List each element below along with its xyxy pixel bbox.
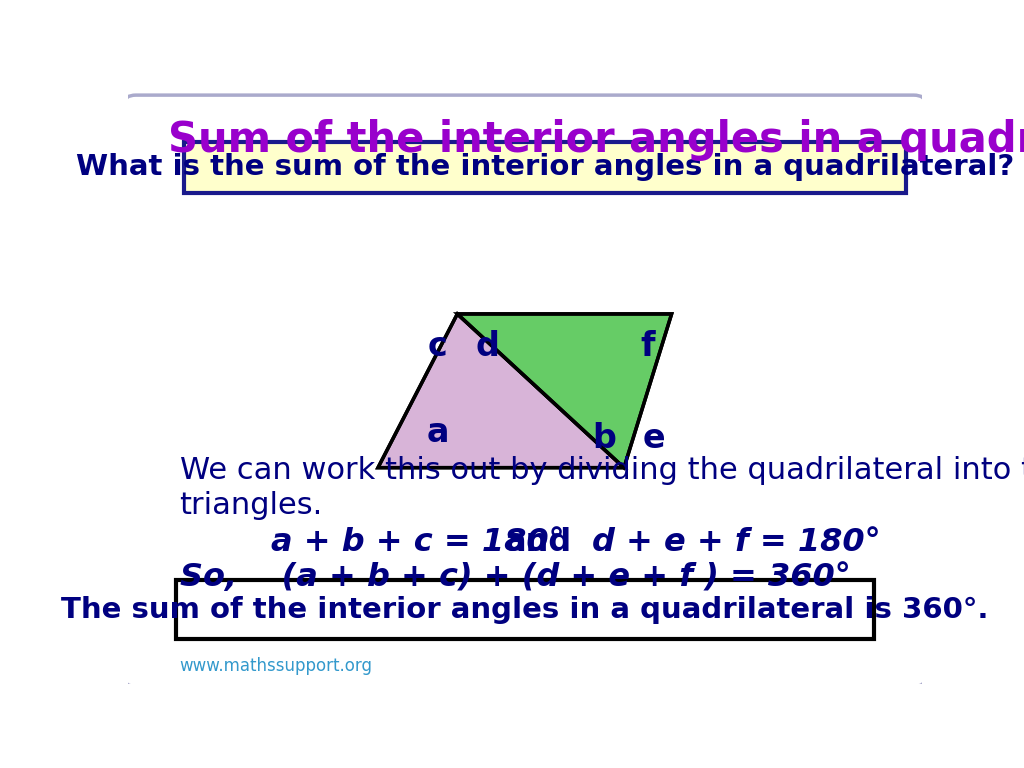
Text: triangles.: triangles. — [179, 492, 323, 521]
Text: Sum of the interior angles in a quadrilateral: Sum of the interior angles in a quadrila… — [168, 119, 1024, 161]
Text: a: a — [426, 415, 449, 449]
Text: e: e — [643, 422, 666, 455]
Polygon shape — [378, 314, 624, 468]
FancyBboxPatch shape — [124, 95, 926, 687]
Text: and: and — [505, 527, 572, 558]
Text: The sum of the interior angles in a quadrilateral is 360°.: The sum of the interior angles in a quad… — [61, 596, 988, 624]
Text: d + e + f = 180°: d + e + f = 180° — [592, 527, 881, 558]
FancyBboxPatch shape — [176, 580, 874, 639]
Text: a + b + c = 180°: a + b + c = 180° — [270, 527, 564, 558]
Text: b: b — [592, 422, 616, 455]
Text: c: c — [428, 330, 447, 363]
Text: d: d — [475, 330, 500, 363]
Polygon shape — [458, 314, 672, 468]
Text: www.mathssupport.org: www.mathssupport.org — [179, 657, 373, 675]
Text: So,    (a + b + c) + (d + e + f ) = 360°: So, (a + b + c) + (d + e + f ) = 360° — [179, 562, 850, 594]
Text: What is the sum of the interior angles in a quadrilateral?: What is the sum of the interior angles i… — [76, 154, 1014, 181]
Text: f: f — [641, 330, 655, 363]
FancyBboxPatch shape — [183, 142, 905, 193]
Text: We can work this out by dividing the quadrilateral into two: We can work this out by dividing the qua… — [179, 456, 1024, 485]
